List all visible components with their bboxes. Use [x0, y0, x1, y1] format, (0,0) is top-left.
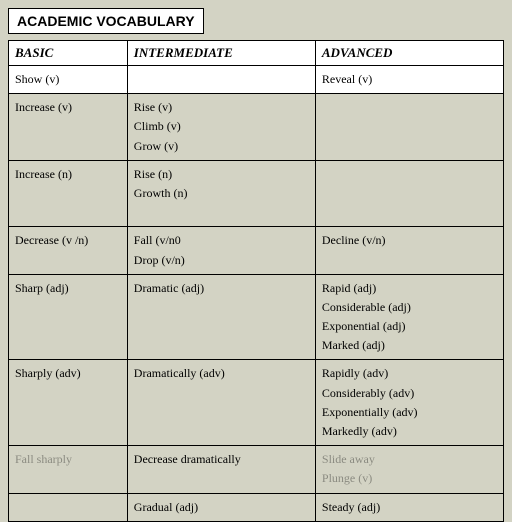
cell-line: Show (v)	[15, 70, 121, 89]
table-row: Gradual (adj) Steady (adj)	[9, 493, 504, 521]
table-cell: Rapid (adj)Considerable (adj)Exponential…	[315, 274, 503, 360]
table-cell: Rapidly (adv)Considerably (adv)Exponenti…	[315, 360, 503, 446]
cell-line: Dramatic (adj)	[134, 279, 309, 298]
cell-line: Rise (n)	[134, 165, 309, 184]
table-cell: Slide awayPlunge (v)	[315, 446, 503, 493]
cell-line: Gradual (adj)	[134, 498, 309, 517]
table-cell: Fall (v/n0Drop (v/n)	[127, 227, 315, 274]
cell-line: Rapid (adj)	[322, 279, 497, 298]
cell-line: Decrease dramatically	[134, 450, 309, 469]
cell-line: Sharply (adv)	[15, 364, 121, 383]
table-cell: Rise (n)Growth (n)	[127, 160, 315, 227]
table-cell: Sharply (adv)	[9, 360, 128, 446]
cell-line: Exponentially (adv)	[322, 403, 497, 422]
cell-line: Steady (adj)	[322, 498, 497, 517]
cell-line: Growth (n)	[134, 184, 309, 203]
vocab-table: BASIC INTERMEDIATE ADVANCED Show (v) Rev…	[8, 40, 504, 522]
table-cell: Sharp (adj)	[9, 274, 128, 360]
table-cell: Dramatically (adv)	[127, 360, 315, 446]
cell-line: Climb (v)	[134, 117, 309, 136]
cell-line: Drop (v/n)	[134, 251, 309, 270]
cell-line: Grow (v)	[134, 137, 309, 156]
cell-line: Decline (v/n)	[322, 231, 497, 250]
cell-line: Decrease (v /n)	[15, 231, 121, 250]
cell-line	[134, 203, 309, 222]
cell-line: Dramatically (adv)	[134, 364, 309, 383]
cell-line: Rapidly (adv)	[322, 364, 497, 383]
table-row: Fall sharply Decrease dramatically Slide a…	[9, 446, 504, 493]
header-row: BASIC INTERMEDIATE ADVANCED	[9, 41, 504, 66]
table-cell: Increase (n)	[9, 160, 128, 227]
cell-line: Rise (v)	[134, 98, 309, 117]
cell-line: Plunge (v)	[322, 469, 497, 488]
table-row: Show (v) Reveal (v)	[9, 66, 504, 94]
cell-line: Considerably (adv)	[322, 384, 497, 403]
cell-line: Slide away	[322, 450, 497, 469]
table-body: Show (v) Reveal (v)Increase (v)Rise (v)C…	[9, 66, 504, 522]
table-cell: Decline (v/n)	[315, 227, 503, 274]
table-cell	[315, 94, 503, 161]
table-row: Sharp (adj) Dramatic (adj) Rapid (adj)Cons…	[9, 274, 504, 360]
table-cell: Gradual (adj)	[127, 493, 315, 521]
cell-line: Exponential (adj)	[322, 317, 497, 336]
table-cell: Increase (v)	[9, 94, 128, 161]
cell-line: Fall (v/n0	[134, 231, 309, 250]
table-row: Decrease (v /n) Fall (v/n0Drop (v/n) Decli…	[9, 227, 504, 274]
col-header-basic: BASIC	[9, 41, 128, 66]
table-cell: Show (v)	[9, 66, 128, 94]
cell-line: Markedly (adv)	[322, 422, 497, 441]
table-cell	[315, 160, 503, 227]
table-cell: Rise (v)Climb (v)Grow (v)	[127, 94, 315, 161]
table-cell: Dramatic (adj)	[127, 274, 315, 360]
col-header-intermediate: INTERMEDIATE	[127, 41, 315, 66]
table-cell: Decrease dramatically	[127, 446, 315, 493]
cell-line: Reveal (v)	[322, 70, 497, 89]
cell-line: Increase (n)	[15, 165, 121, 184]
cell-line: Increase (v)	[15, 98, 121, 117]
col-header-advanced: ADVANCED	[315, 41, 503, 66]
table-cell	[127, 66, 315, 94]
table-row: Sharply (adv) Dramatically (adv) Rapidly (…	[9, 360, 504, 446]
table-row: Increase (v) Rise (v)Climb (v)Grow (v)	[9, 94, 504, 161]
cell-line: Marked (adj)	[322, 336, 497, 355]
table-cell	[9, 493, 128, 521]
table-row: Increase (n) Rise (n)Growth (n)	[9, 160, 504, 227]
table-cell: Fall sharply	[9, 446, 128, 493]
cell-line: Fall sharply	[15, 450, 121, 469]
table-cell: Steady (adj)	[315, 493, 503, 521]
cell-line: Considerable (adj)	[322, 298, 497, 317]
cell-line: Sharp (adj)	[15, 279, 121, 298]
cell-line	[15, 498, 121, 517]
page-title: ACADEMIC VOCABULARY	[8, 8, 204, 34]
table-cell: Reveal (v)	[315, 66, 503, 94]
table-cell: Decrease (v /n)	[9, 227, 128, 274]
